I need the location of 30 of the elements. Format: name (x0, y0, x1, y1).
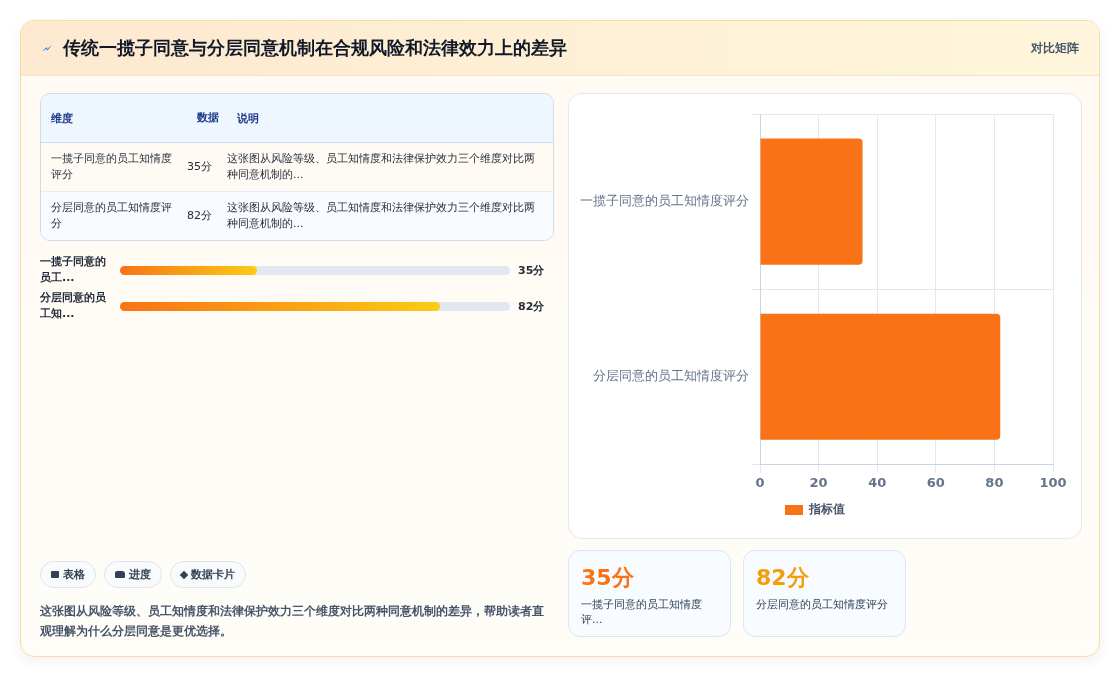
x-tick-label: 0 (755, 474, 765, 490)
text: 分层同意的员工知... (40, 290, 107, 322)
legend-label: 指标值 (808, 502, 845, 517)
text: 对比矩阵 (1031, 39, 1079, 57)
x-tick-label: 60 (926, 474, 945, 490)
text: 数据卡片 (170, 561, 246, 588)
x-tick-label: 40 (868, 474, 887, 490)
text: 35分 (187, 160, 212, 173)
text: 82分 (756, 565, 809, 590)
category-label: 一揽子同意的员工知情度评分 (51, 152, 172, 181)
text: 维度 (50, 110, 74, 126)
x-tick-label: 80 (985, 474, 1004, 490)
x-tick-label: 20 (809, 474, 828, 490)
text: 表格 (40, 561, 96, 588)
data-label: 35分 (518, 262, 545, 278)
text: 这张图从风险等级、员工知情度和法律保护效力三个维度对比两种同意机制的... (227, 151, 536, 183)
category-label: 分层同意的员工知情度评分 (51, 201, 172, 230)
text: 一揽子同意的员工... (40, 254, 107, 286)
text: 数据 (197, 110, 220, 126)
text: 35分 (581, 565, 634, 590)
text: 82分 (187, 209, 212, 222)
data-label: 82分 (518, 298, 545, 314)
text: 传统一揽子同意与分层同意机制在合规风险和法律效力上的差异 (63, 36, 567, 60)
text: 说明 (237, 110, 260, 126)
text: 分层同意的员工知情度评分 (756, 597, 889, 612)
x-tick-label: 100 (1039, 474, 1067, 490)
text: 这张图从风险等级、员工知情度和法律保护效力三个维度对比两种同意机制的差异，帮助读者直观理解为什么分层同意是更优选择。 (40, 603, 545, 640)
text: 进度 (104, 561, 162, 588)
text: 一揽子同意的员工知情度评... (581, 597, 703, 627)
text: 这张图从风险等级、员工知情度和法律保护效力三个维度对比两种同意机制的... (227, 200, 536, 232)
